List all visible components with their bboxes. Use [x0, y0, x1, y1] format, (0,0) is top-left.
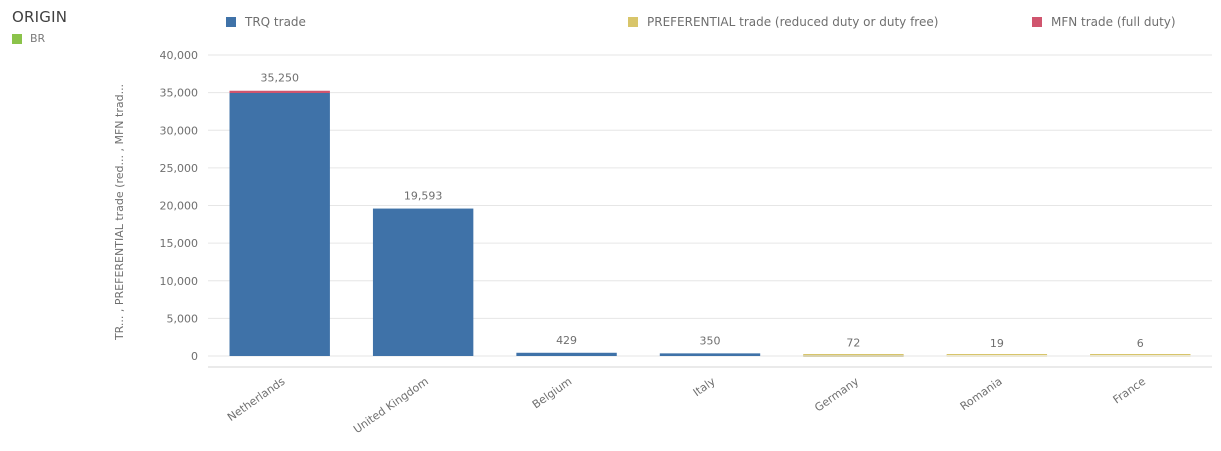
data-label: 350 [700, 334, 721, 347]
legend-swatch-trq [226, 17, 236, 27]
y-tick-label: 30,000 [160, 124, 199, 137]
gridlines [208, 54, 1212, 368]
y-tick-label: 35,000 [160, 87, 199, 100]
bar-segment [229, 93, 330, 356]
x-tick-label: Netherlands [225, 375, 288, 424]
x-tick-label: United Kingdom [351, 375, 431, 436]
x-tick-label: France [1111, 375, 1149, 407]
bar-segment [516, 352, 617, 356]
filter-item-label: BR [30, 32, 46, 45]
legend-label-mfn: MFN trade (full duty) [1051, 15, 1176, 29]
bar-baseline-mark [803, 355, 904, 357]
data-label: 6 [1137, 337, 1144, 350]
data-label: 19,593 [404, 190, 443, 203]
filter-swatch-br [12, 33, 22, 44]
y-axis-ticks: 0 5,000 10,000 15,000 20,000 25,000 30,000 35,0… [160, 49, 199, 363]
y-tick-label: 0 [191, 350, 198, 363]
bar-baseline-mark [1090, 355, 1191, 357]
bar-segment [372, 208, 474, 356]
legend-label-trq: TRQ trade [245, 15, 306, 29]
y-axis-title: TR... , PREFERENTIAL trade (red... , MFN… [113, 84, 126, 341]
origin-filter-panel: ORIGIN BR [12, 8, 102, 45]
x-tick-label: Romania [958, 375, 1005, 413]
legend-swatch-mfn [1032, 17, 1042, 27]
data-label: 72 [846, 336, 860, 349]
legend-item-preferential[interactable]: PREFERENTIAL trade (reduced duty or duty… [628, 15, 938, 29]
bars [229, 90, 1191, 357]
data-label: 19 [990, 337, 1004, 350]
y-tick-label: 25,000 [160, 162, 199, 175]
legend-swatch-preferential [628, 17, 638, 27]
y-tick-label: 15,000 [160, 237, 199, 250]
y-tick-label: 10,000 [160, 275, 199, 288]
x-tick-label: Germany [812, 375, 861, 415]
data-labels: 35,250 19,593 429 350 72 19 6 [260, 72, 1143, 350]
chart-legend: TRQ trade PREFERENTIAL trade (reduced du… [226, 15, 1213, 33]
x-axis-ticks: Netherlands United Kingdom Belgium Italy Ger… [225, 375, 1148, 437]
x-tick-label: Belgium [530, 375, 574, 412]
y-tick-label: 20,000 [160, 200, 199, 213]
y-tick-label: 5,000 [167, 312, 199, 325]
bar-baseline-mark [946, 355, 1048, 357]
legend-label-preferential: PREFERENTIAL trade (reduced duty or duty… [647, 15, 939, 29]
filter-title: ORIGIN [12, 8, 68, 26]
bar-segment [229, 90, 330, 94]
legend-item-trq[interactable]: TRQ trade [226, 15, 306, 29]
filter-item-br[interactable]: BR [12, 32, 102, 45]
data-label: 429 [556, 334, 577, 347]
x-tick-label: Italy [691, 375, 718, 400]
data-label: 35,250 [260, 72, 299, 85]
legend-item-mfn[interactable]: MFN trade (full duty) [1032, 15, 1176, 29]
bar-segment [659, 353, 761, 356]
y-tick-label: 40,000 [160, 49, 199, 62]
